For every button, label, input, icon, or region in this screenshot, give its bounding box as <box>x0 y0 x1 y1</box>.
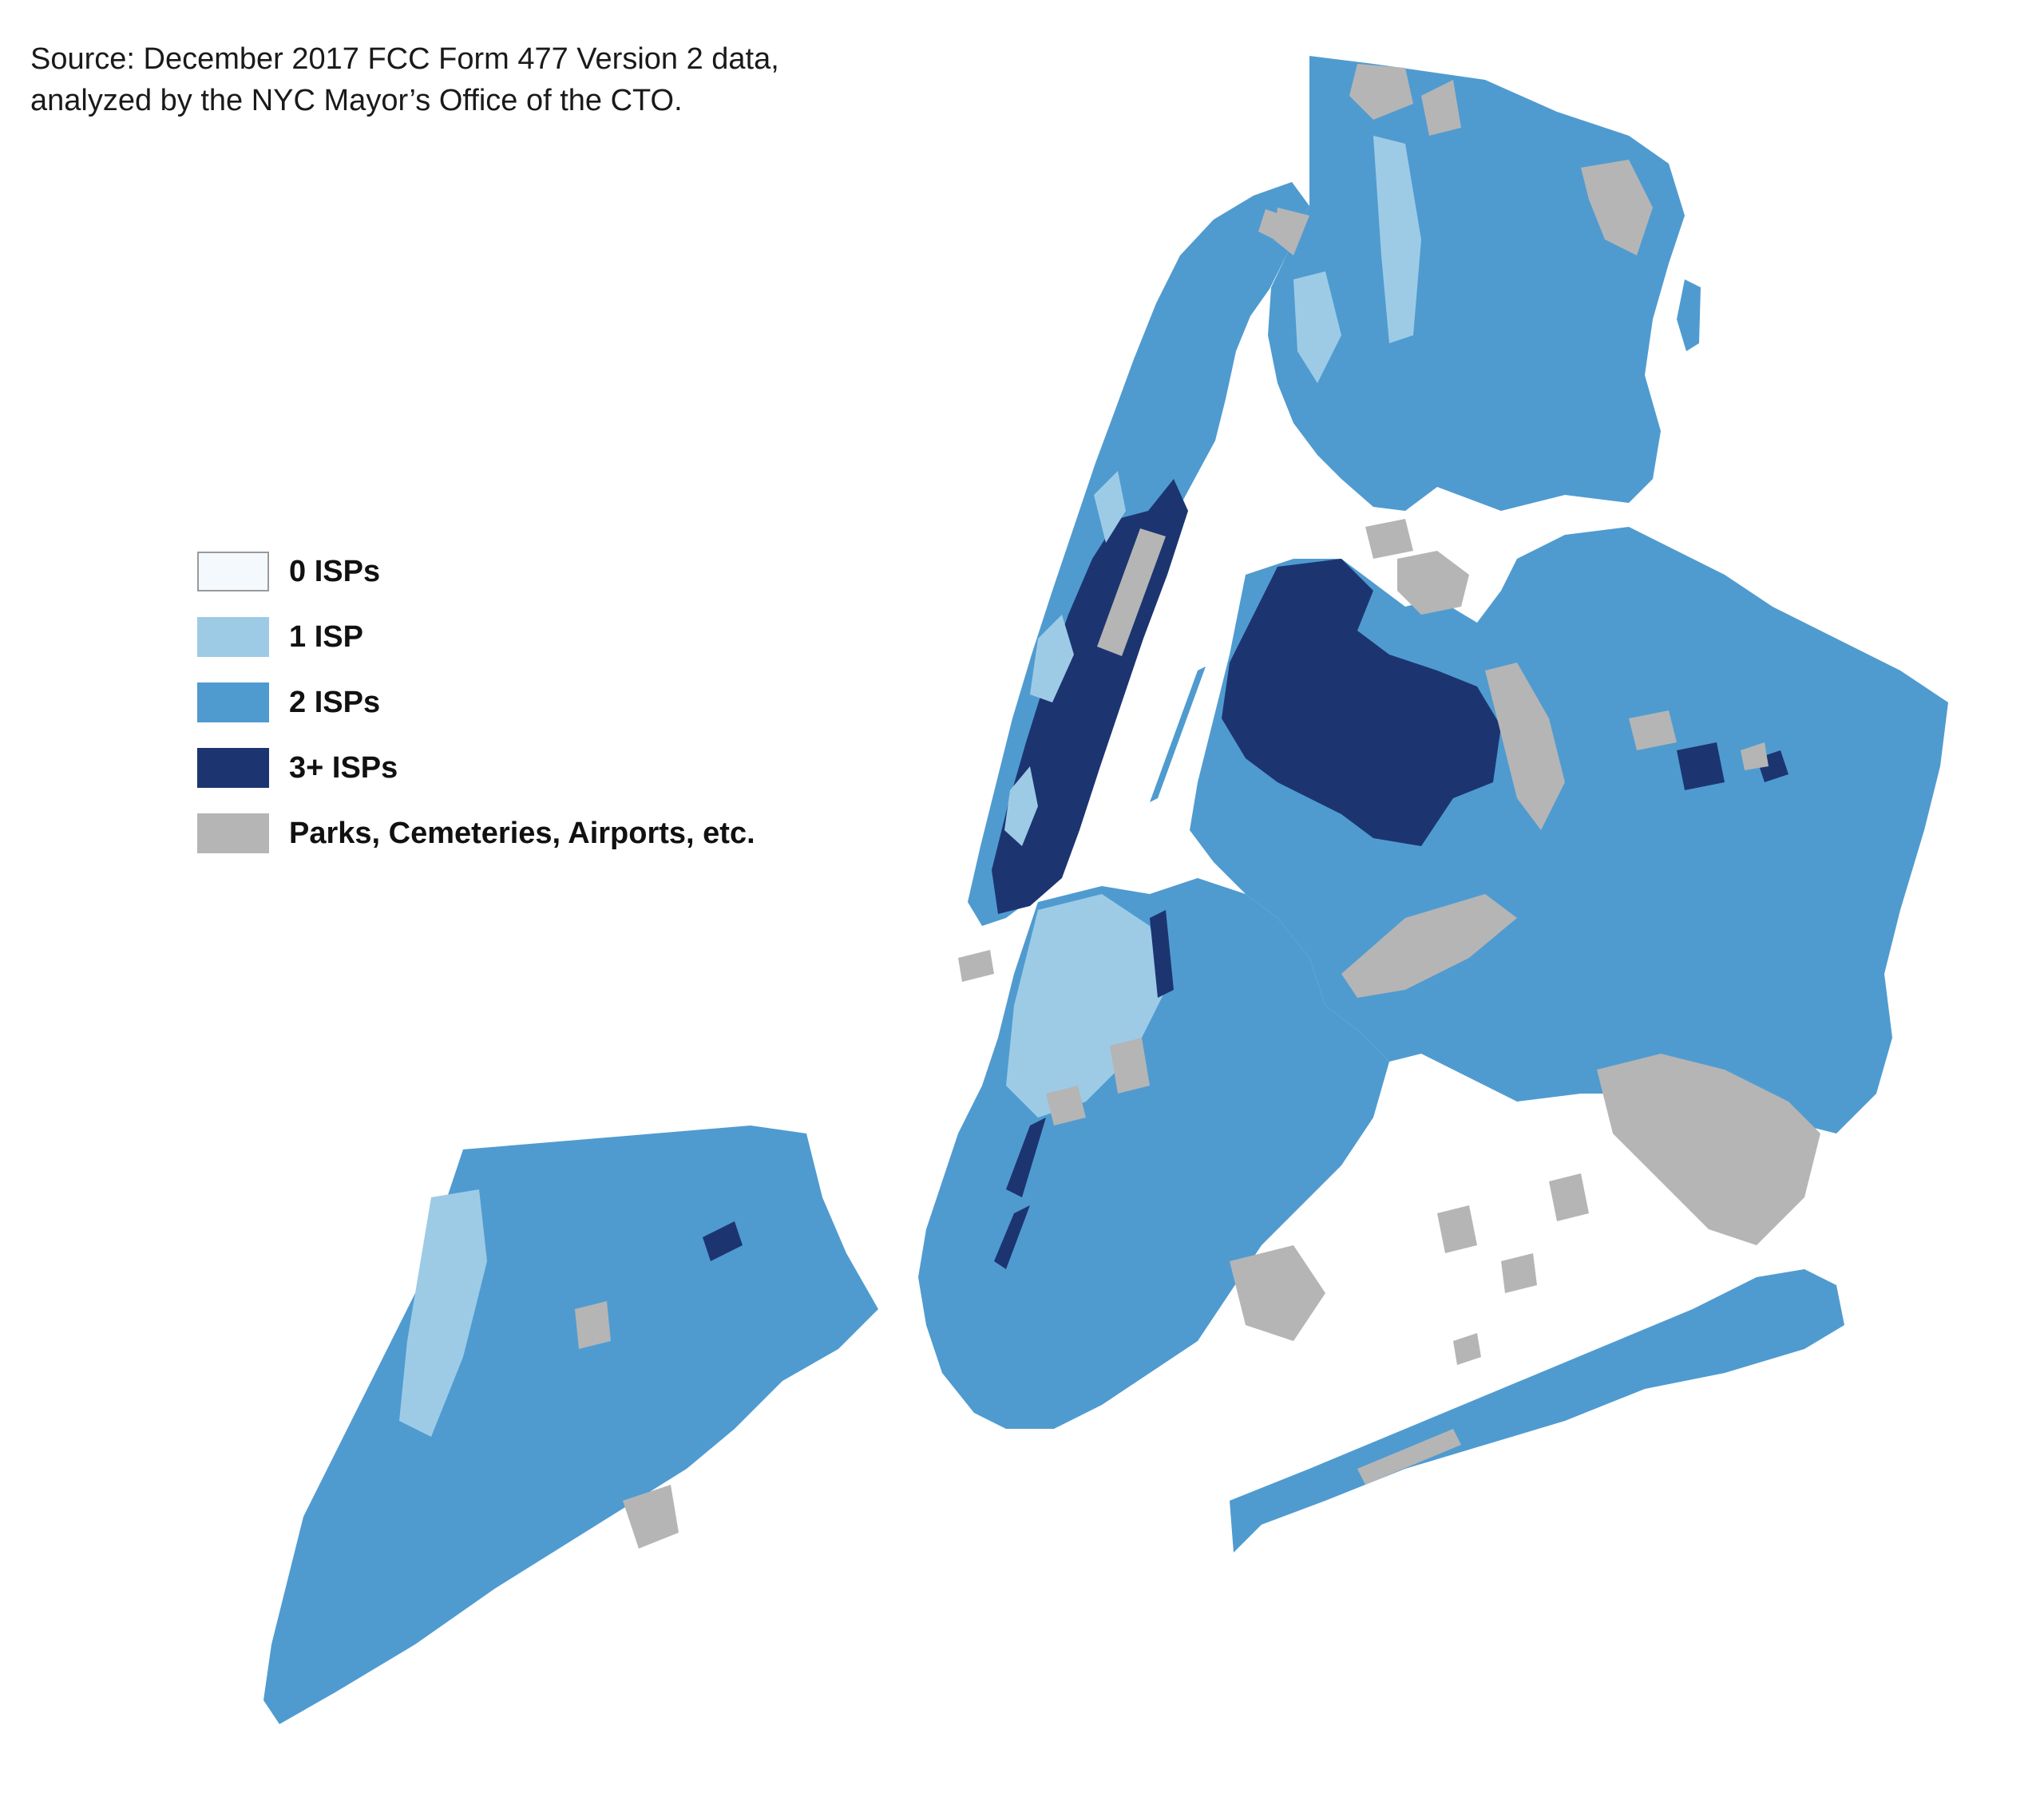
brooklyn-south-parks <box>1230 1245 1325 1341</box>
legend-item-2-isps: 2 ISPs <box>197 678 755 727</box>
queens-east-parks <box>1629 710 1769 770</box>
legend-swatch-1-isp <box>197 617 269 657</box>
legend-label: 3+ ISPs <box>289 750 398 785</box>
rikers-island <box>1365 519 1413 559</box>
flushing-meadows-park <box>1485 663 1565 830</box>
staten-island-one-isp-west <box>399 1189 487 1437</box>
legend-label: Parks, Cemeteries, Airports, etc. <box>289 816 755 850</box>
queens-cemeteries <box>1341 894 1517 998</box>
prospect-park <box>1110 1038 1150 1094</box>
staten-island-dense <box>703 1221 743 1261</box>
staten-island-parks <box>575 1301 679 1549</box>
legend-swatch-2-isps <box>197 682 269 722</box>
jfk-airport <box>1597 1054 1820 1245</box>
bronx-landmass <box>1268 56 1685 511</box>
legend-swatch-parks <box>197 813 269 853</box>
legend-item-1-isp: 1 ISP <box>197 612 755 662</box>
legend-item-0-isps: 0 ISPs <box>197 547 755 596</box>
brooklyn <box>918 878 1389 1429</box>
bronx-parks-north <box>1349 64 1461 136</box>
legend: 0 ISPs 1 ISP 2 ISPs 3+ ISPs Parks, Cemet… <box>197 547 755 874</box>
bay-island <box>1437 1205 1477 1253</box>
legend-label: 2 ISPs <box>289 685 381 719</box>
rockaway-park <box>1357 1429 1461 1485</box>
legend-swatch-3plus-isps <box>197 748 269 788</box>
bronx-parks-west <box>1274 208 1309 255</box>
jamaica-bay-islands <box>1437 1173 1589 1365</box>
staten-island-landmass <box>263 1126 878 1724</box>
rockaway-landmass <box>1230 1269 1844 1553</box>
queens-dense-east <box>1677 742 1788 790</box>
source-line-1: Source: December 2017 FCC Form 477 Versi… <box>30 42 779 76</box>
source-note: Source: December 2017 FCC Form 477 Versi… <box>30 38 779 121</box>
central-park <box>1097 528 1166 656</box>
manhattan <box>968 182 1309 926</box>
bronx <box>1268 56 1701 511</box>
small-islands <box>958 519 1413 982</box>
legend-swatch-0-isps <box>197 552 269 591</box>
laguardia-airport <box>1397 551 1469 615</box>
rockaways <box>1230 1269 1844 1553</box>
roosevelt-island <box>1150 667 1206 802</box>
green-wood-cemetery <box>1046 1086 1086 1126</box>
staten-island <box>263 1126 878 1724</box>
source-line-2: analyzed by the NYC Mayor’s Office of th… <box>30 84 683 117</box>
legend-label: 0 ISPs <box>289 554 381 588</box>
manhattan-one-isp-patches <box>1004 471 1126 846</box>
legend-label: 1 ISP <box>289 619 363 654</box>
bronx-one-isp-band <box>1293 136 1421 383</box>
queens-dense-northwest <box>1222 559 1501 846</box>
brooklyn-dense-strip <box>994 910 1174 1269</box>
city-island <box>1677 279 1701 351</box>
bay-island <box>1453 1333 1481 1365</box>
bay-island <box>1501 1253 1537 1293</box>
legend-item-parks: Parks, Cemeteries, Airports, etc. <box>197 809 755 858</box>
governors-island <box>958 950 994 982</box>
legend-item-3plus-isps: 3+ ISPs <box>197 743 755 793</box>
queens <box>1190 527 1948 1245</box>
pelham-bay-park <box>1581 160 1653 255</box>
bay-island <box>1549 1173 1589 1221</box>
